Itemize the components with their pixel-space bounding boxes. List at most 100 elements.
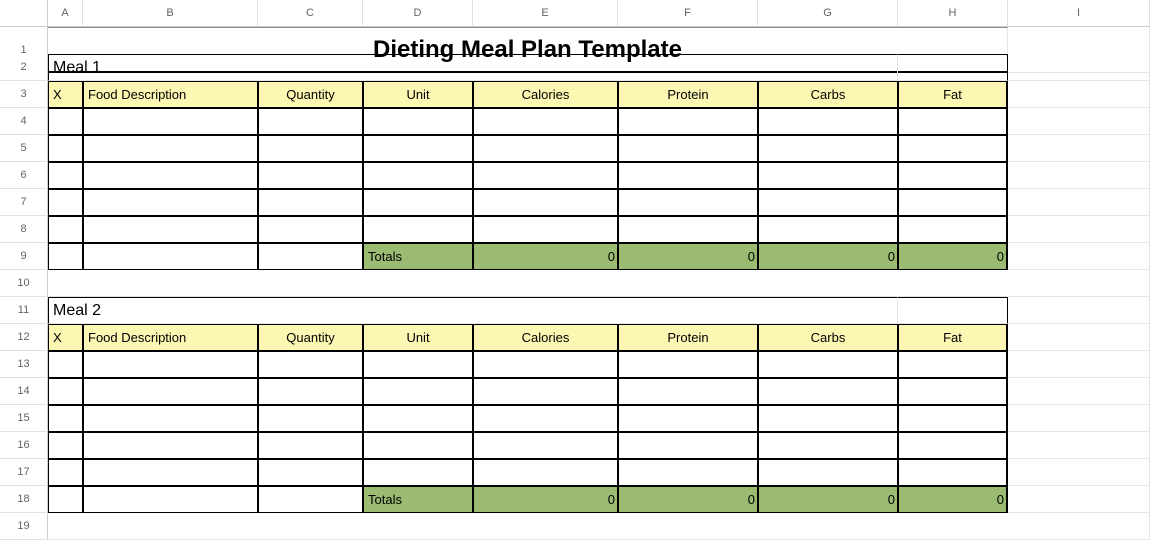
cell-A13[interactable] — [48, 351, 83, 378]
cell-G7[interactable] — [758, 189, 898, 216]
row-head-5[interactable]: 5 — [0, 135, 48, 162]
hdr-x[interactable]: X — [48, 81, 83, 108]
cell-I15[interactable] — [1008, 405, 1150, 432]
cell-F14[interactable] — [618, 378, 758, 405]
cell-I18[interactable] — [1008, 486, 1150, 513]
cell-F5[interactable] — [618, 135, 758, 162]
hdr-unit[interactable]: Unit — [363, 81, 473, 108]
col-head-G[interactable]: G — [758, 0, 898, 27]
cell-E16[interactable] — [473, 432, 618, 459]
cell-C5[interactable] — [258, 135, 363, 162]
cell-C14[interactable] — [258, 378, 363, 405]
cell-A18[interactable] — [48, 486, 83, 513]
cell-C18[interactable] — [258, 486, 363, 513]
cell-D7[interactable] — [363, 189, 473, 216]
cell-F7[interactable] — [618, 189, 758, 216]
cell-row10[interactable] — [48, 270, 1150, 297]
cell-B7[interactable] — [83, 189, 258, 216]
cell-C15[interactable] — [258, 405, 363, 432]
cell-B9[interactable] — [83, 243, 258, 270]
cell-D15[interactable] — [363, 405, 473, 432]
cell-F16[interactable] — [618, 432, 758, 459]
col-head-B[interactable]: B — [83, 0, 258, 27]
cell-F8[interactable] — [618, 216, 758, 243]
col-head-D[interactable]: D — [363, 0, 473, 27]
col-head-A[interactable]: A — [48, 0, 83, 27]
cell-H14[interactable] — [898, 378, 1008, 405]
cell-G13[interactable] — [758, 351, 898, 378]
cell-D5[interactable] — [363, 135, 473, 162]
cell-E13[interactable] — [473, 351, 618, 378]
cell-G17[interactable] — [758, 459, 898, 486]
col-head-I[interactable]: I — [1008, 0, 1150, 27]
col-head-H[interactable]: H — [898, 0, 1008, 27]
row-head-18[interactable]: 18 — [0, 486, 48, 513]
row-head-7[interactable]: 7 — [0, 189, 48, 216]
hdr2-fat[interactable]: Fat — [898, 324, 1008, 351]
cell-B16[interactable] — [83, 432, 258, 459]
cell-C17[interactable] — [258, 459, 363, 486]
cell-I12[interactable] — [1008, 324, 1150, 351]
cell-D13[interactable] — [363, 351, 473, 378]
cell-G5[interactable] — [758, 135, 898, 162]
cell-E6[interactable] — [473, 162, 618, 189]
hdr-cal[interactable]: Calories — [473, 81, 618, 108]
cell-D4[interactable] — [363, 108, 473, 135]
cell-I14[interactable] — [1008, 378, 1150, 405]
hdr-food[interactable]: Food Description — [83, 81, 258, 108]
cell-H5[interactable] — [898, 135, 1008, 162]
select-all-corner[interactable] — [0, 0, 48, 27]
meal1-total-prot[interactable]: 0 — [618, 243, 758, 270]
cell-B13[interactable] — [83, 351, 258, 378]
cell-H11[interactable] — [898, 297, 1008, 324]
cell-I13[interactable] — [1008, 351, 1150, 378]
cell-C6[interactable] — [258, 162, 363, 189]
cell-D6[interactable] — [363, 162, 473, 189]
cell-A16[interactable] — [48, 432, 83, 459]
meal2-total-cal[interactable]: 0 — [473, 486, 618, 513]
cell-E14[interactable] — [473, 378, 618, 405]
row-head-16[interactable]: 16 — [0, 432, 48, 459]
cell-C9[interactable] — [258, 243, 363, 270]
cell-G8[interactable] — [758, 216, 898, 243]
meal1-totals-label[interactable]: Totals — [363, 243, 473, 270]
hdr-fat[interactable]: Fat — [898, 81, 1008, 108]
cell-E15[interactable] — [473, 405, 618, 432]
meal2-label[interactable]: Meal 2 — [48, 297, 898, 324]
cell-I17[interactable] — [1008, 459, 1150, 486]
cell-C13[interactable] — [258, 351, 363, 378]
cell-I5[interactable] — [1008, 135, 1150, 162]
meal1-total-carb[interactable]: 0 — [758, 243, 898, 270]
hdr2-food[interactable]: Food Description — [83, 324, 258, 351]
cell-F4[interactable] — [618, 108, 758, 135]
hdr2-prot[interactable]: Protein — [618, 324, 758, 351]
row-head-15[interactable]: 15 — [0, 405, 48, 432]
cell-A6[interactable] — [48, 162, 83, 189]
cell-F17[interactable] — [618, 459, 758, 486]
hdr-qty[interactable]: Quantity — [258, 81, 363, 108]
cell-A5[interactable] — [48, 135, 83, 162]
hdr2-qty[interactable]: Quantity — [258, 324, 363, 351]
cell-A4[interactable] — [48, 108, 83, 135]
cell-H8[interactable] — [898, 216, 1008, 243]
cell-row19[interactable] — [48, 513, 1150, 540]
cell-A15[interactable] — [48, 405, 83, 432]
cell-I6[interactable] — [1008, 162, 1150, 189]
meal1-total-fat[interactable]: 0 — [898, 243, 1008, 270]
col-head-F[interactable]: F — [618, 0, 758, 27]
meal2-totals-label[interactable]: Totals — [363, 486, 473, 513]
cell-D16[interactable] — [363, 432, 473, 459]
cell-B5[interactable] — [83, 135, 258, 162]
col-head-C[interactable]: C — [258, 0, 363, 27]
cell-B17[interactable] — [83, 459, 258, 486]
cell-I9[interactable] — [1008, 243, 1150, 270]
row-head-19[interactable]: 19 — [0, 513, 48, 540]
cell-H17[interactable] — [898, 459, 1008, 486]
cell-B6[interactable] — [83, 162, 258, 189]
cell-I8[interactable] — [1008, 216, 1150, 243]
cell-E8[interactable] — [473, 216, 618, 243]
cell-I16[interactable] — [1008, 432, 1150, 459]
cell-F6[interactable] — [618, 162, 758, 189]
cell-H16[interactable] — [898, 432, 1008, 459]
cell-H2[interactable] — [898, 54, 1008, 81]
